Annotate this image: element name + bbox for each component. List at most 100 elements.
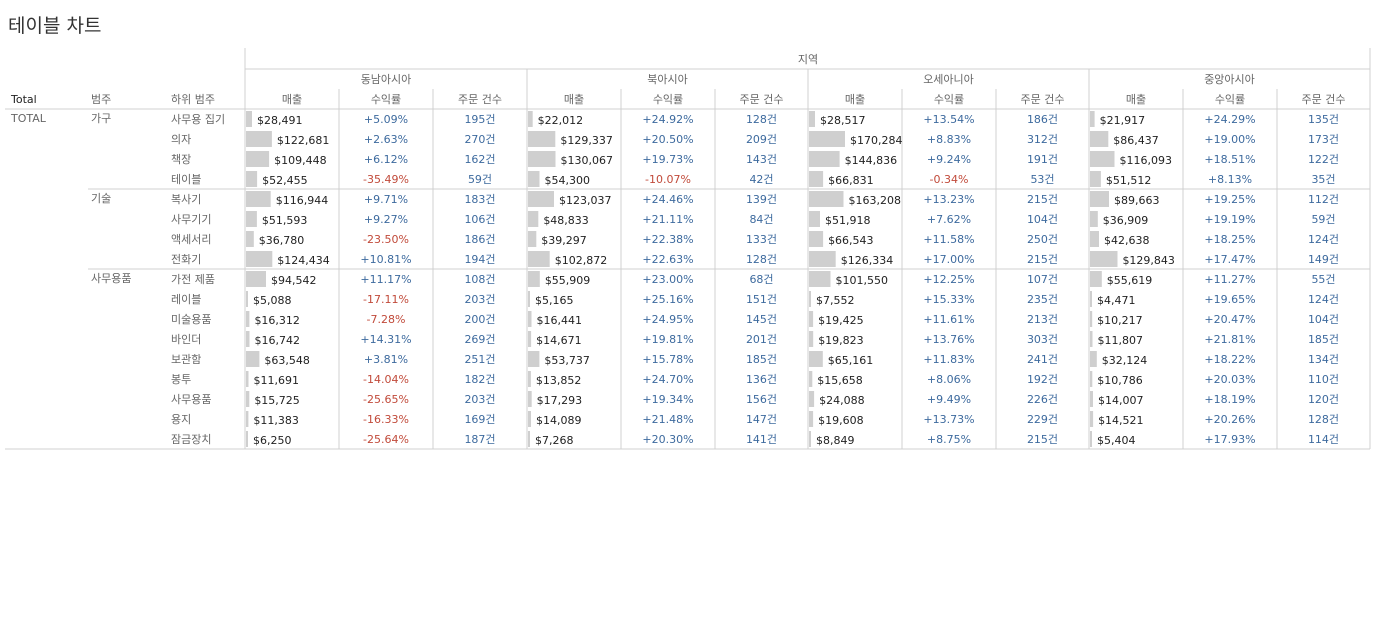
profit-rate: +8.06% (927, 373, 971, 386)
sales-bar (809, 331, 814, 347)
order-count: 145건 (746, 313, 777, 326)
profit-rate: +18.22% (1204, 353, 1255, 366)
subcategory-label: 전화기 (171, 253, 201, 266)
order-count: 209건 (746, 133, 777, 146)
order-count: 226건 (1027, 393, 1058, 406)
order-count: 200건 (464, 313, 495, 326)
order-count: 270건 (464, 133, 495, 146)
sales-value: $19,425 (818, 314, 864, 327)
order-count: 162건 (464, 153, 495, 166)
sales-value: $170,284 (850, 134, 903, 147)
sales-value: $32,124 (1102, 354, 1148, 367)
sales-value: $11,807 (1097, 334, 1143, 347)
profit-rate: +23.00% (642, 273, 693, 286)
sales-bar (528, 111, 533, 127)
sales-bar (809, 131, 845, 147)
profit-rate: +25.16% (642, 293, 693, 306)
sales-bar (809, 211, 820, 227)
order-count: 135건 (1308, 113, 1339, 126)
sales-value: $14,089 (536, 414, 582, 427)
order-count: 139건 (746, 193, 777, 206)
sales-value: $14,007 (1098, 394, 1144, 407)
region-header: 중앙아시아 (1204, 73, 1255, 86)
subcategory-label: 봉투 (171, 373, 191, 386)
order-count: 151건 (746, 293, 777, 306)
sales-bar (809, 351, 823, 367)
profit-rate: +18.19% (1204, 393, 1255, 406)
order-count: 42건 (749, 173, 773, 186)
sales-value: $10,786 (1097, 374, 1143, 387)
header-category: 범주 (91, 93, 111, 106)
subcategory-label: 미술용품 (171, 313, 211, 326)
order-count: 215건 (1027, 433, 1058, 446)
measure-header: 수익률 (371, 93, 401, 106)
order-count: 128건 (1308, 413, 1339, 426)
profit-rate: -25.64% (363, 433, 409, 446)
order-count: 187건 (464, 433, 495, 446)
sales-value: $109,448 (274, 154, 327, 167)
profit-rate: +19.19% (1204, 213, 1255, 226)
profit-rate: +19.81% (642, 333, 693, 346)
sales-bar (809, 151, 840, 167)
sales-value: $39,297 (541, 234, 587, 247)
profit-rate: +21.11% (642, 213, 693, 226)
profit-rate: +8.13% (1208, 173, 1252, 186)
order-count: 169건 (464, 413, 495, 426)
sales-bar (1090, 391, 1093, 407)
order-count: 235건 (1027, 293, 1058, 306)
sales-bar (246, 351, 260, 367)
order-count: 229건 (1027, 413, 1058, 426)
sales-bar (246, 131, 272, 147)
order-count: 134건 (1308, 353, 1339, 366)
order-count: 241건 (1027, 353, 1058, 366)
sales-bar (528, 351, 540, 367)
profit-rate: +24.29% (1204, 113, 1255, 126)
measure-header: 주문 건수 (1302, 93, 1346, 106)
subcategory-label: 사무용품 (171, 393, 211, 406)
profit-rate: +19.25% (1204, 193, 1255, 206)
sales-value: $5,088 (253, 294, 292, 307)
order-count: 191건 (1027, 153, 1058, 166)
profit-rate: +8.83% (927, 133, 971, 146)
sales-value: $163,208 (849, 194, 902, 207)
order-count: 203건 (464, 393, 495, 406)
sales-value: $53,737 (544, 354, 590, 367)
sales-value: $55,619 (1107, 274, 1153, 287)
subcategory-label: 가전 제품 (171, 273, 215, 286)
order-count: 195건 (464, 113, 495, 126)
sales-value: $122,681 (277, 134, 330, 147)
profit-rate: +24.95% (642, 313, 693, 326)
order-count: 112건 (1308, 193, 1339, 206)
sales-bar (1090, 231, 1099, 247)
sales-value: $94,542 (271, 274, 317, 287)
sales-bar (1090, 151, 1115, 167)
region-header: 북아시아 (647, 73, 687, 86)
order-count: 186건 (1027, 113, 1058, 126)
sales-value: $89,663 (1114, 194, 1160, 207)
order-count: 183건 (464, 193, 495, 206)
profit-rate: +20.26% (1204, 413, 1255, 426)
measure-header: 매출 (845, 93, 865, 106)
order-count: 173건 (1308, 133, 1339, 146)
order-count: 213건 (1027, 313, 1058, 326)
profit-rate: +11.58% (923, 233, 974, 246)
sales-bar (1090, 171, 1101, 187)
sales-value: $16,742 (255, 334, 301, 347)
sales-value: $16,312 (254, 314, 300, 327)
sales-bar (1090, 131, 1109, 147)
sales-bar (1090, 411, 1094, 427)
chart-title: 테이블 차트 (8, 15, 102, 37)
sales-bar (528, 171, 540, 187)
profit-rate: +19.65% (1204, 293, 1255, 306)
profit-rate: +13.76% (923, 333, 974, 346)
sales-bar (528, 211, 539, 227)
order-count: 120건 (1308, 393, 1339, 406)
sales-value: $42,638 (1104, 234, 1150, 247)
profit-rate: +13.73% (923, 413, 974, 426)
category-label: 사무용품 (91, 272, 131, 285)
order-count: 128건 (746, 113, 777, 126)
profit-rate: +13.54% (923, 113, 974, 126)
sales-bar (1090, 351, 1097, 367)
sales-value: $129,337 (560, 134, 613, 147)
sales-bar (246, 331, 250, 347)
